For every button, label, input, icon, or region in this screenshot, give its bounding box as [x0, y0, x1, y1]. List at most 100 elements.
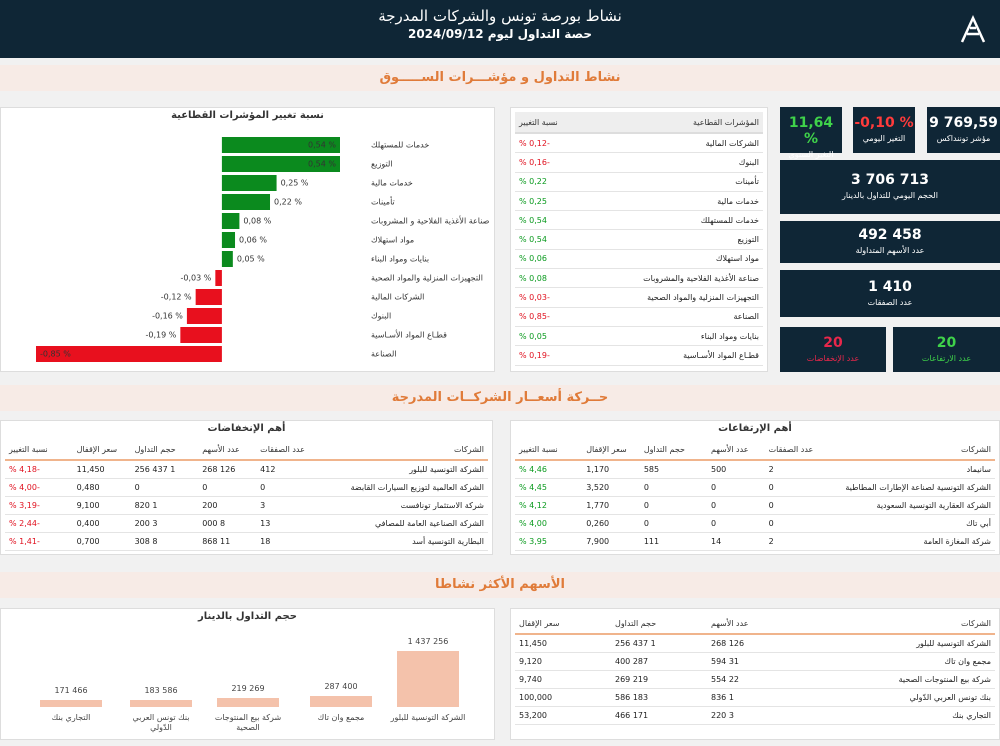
table-cell: 8 000 [198, 514, 257, 533]
category-label: بنايات ومواد البناء [371, 255, 429, 264]
table-row: الشركة العقارية التونسية السعودية 0 0 0 1,77… [515, 496, 995, 515]
category-label: الشركات المالية [371, 293, 424, 302]
table-cell: 18 [256, 532, 310, 551]
table-cell: 0,25 % [515, 191, 590, 212]
table-row: مجمع وان تاك 31 594 287 400 9,120 [515, 652, 995, 671]
table-cell: بنايات ومواد البناء [589, 326, 763, 347]
table-cell: 3,95 % [515, 532, 583, 551]
value-label: 0,54 % [308, 160, 336, 169]
category-label: التوزيع [371, 160, 393, 169]
category-label: التجهيزات المنزلية والمواد الصحية [371, 274, 483, 283]
table: الشركات عدد الصفقات عدد الأسهم حجم التداول س… [515, 439, 995, 551]
table-cell: 0,08 % [515, 268, 590, 289]
table-cell: البنوك [589, 152, 763, 173]
table-cell: 183 586 [611, 688, 707, 707]
value-label: 0,08 % [243, 217, 271, 226]
bar [130, 699, 192, 707]
kpi-label: عدد الأسهم المتداولة [855, 246, 925, 255]
table-cell: 111 [639, 532, 707, 551]
category-label: شركة بيع المنتوجات الصحية [214, 713, 282, 732]
header-row: الشركات عدد الصفقات عدد الأسهم حجم التداول س… [515, 439, 995, 461]
category-label: قطـاع المواد الأسـاسية [371, 330, 447, 340]
table-cell: 0 [764, 478, 818, 497]
rises-panel: أهم الإرتفاعات الشركات عدد الصفقات عدد الأس… [510, 420, 1000, 555]
bar [186, 308, 222, 324]
table-cell: 1 437 256 [130, 460, 199, 479]
table-row: شركة المغازة العامة 2 14 111 7,900 3,95 % [515, 532, 995, 551]
title: نشاط بورصة تونس والشركات المدرجة [378, 7, 622, 25]
table-cell: 200 [198, 496, 257, 515]
table-cell: سانيماد [817, 460, 995, 479]
kpi-tile: 9 769,59 مؤشر توننداكس [927, 107, 1000, 153]
table-cell: 53,200 [515, 706, 611, 725]
table-cell: 1,170 [582, 460, 640, 479]
chart-panel: نسبة تغيير المؤشرات القطاعية 0,54 % خدمات … [0, 107, 495, 372]
declines-panel: أهم الإنخفاضات الشركات عدد الصفقات عدد الأس… [0, 420, 493, 555]
table-cell: -0,19 % [515, 345, 590, 366]
bar [310, 695, 372, 707]
column-header: عدد الصفقات [256, 439, 310, 461]
table-row: سانيماد 2 500 585 1,170 4,46 % [515, 460, 995, 479]
bar [397, 651, 459, 707]
table-cell: 0 [256, 478, 310, 497]
table-row: التوزيع 0,54 % [515, 229, 763, 250]
header-row: الشركات عدد الصفقات عدد الأسهم حجم التداول س… [5, 439, 488, 461]
table-cell: قطـاع المواد الأسـاسية [589, 345, 763, 366]
table-cell: 0 [707, 514, 765, 533]
table-row: شركة الاستثمار تونافست 3 200 1 820 9,100 -3,1… [5, 496, 488, 515]
table-row: بنك تونس العربي الدّولي 1 836 183 586 100,0… [515, 688, 995, 707]
column-header: المؤشرات القطاعية [589, 112, 763, 134]
table-cell: 0,54 % [515, 210, 590, 231]
chart-title: نسبة تغيير المؤشرات القطاعية [171, 110, 324, 121]
kpi-label: التغير السنوي [788, 150, 834, 159]
table-cell: صناعة الأغذية الفلاحية والمشروبات [589, 268, 763, 289]
column-header: عدد الأسهم [198, 439, 257, 461]
chart-title: حجم التداول بالدينار [198, 611, 297, 622]
table-row: بنايات ومواد البناء 0,05 % [515, 326, 763, 347]
column-header: حجم التداول [639, 439, 707, 461]
kpi-value: 1 410 [868, 278, 912, 295]
table-cell: 4,46 % [515, 460, 583, 479]
column-header: سعر الإقفال [515, 613, 611, 635]
table-cell: -0,12 % [515, 133, 590, 154]
kpi-label: مؤشر توننداكس [936, 134, 991, 143]
table-cell: شركة المغازة العامة [817, 532, 995, 551]
table-cell: 3 220 [707, 706, 803, 725]
column-header: الشركات [803, 613, 995, 635]
subtitle: حصة التداول ليوم 2024/09/12 [407, 27, 592, 41]
kpi-value: 20 [936, 334, 957, 351]
section-title: الأسهم الأكثر نشاطا [0, 572, 1000, 598]
kpi-label: الحجم اليومي للتداول بالدينار [842, 191, 938, 200]
column-header: نسبة التغيير [515, 112, 590, 134]
table-cell: -4,00 % [5, 478, 73, 497]
table-cell: -0,16 % [515, 152, 590, 173]
value-label: 0,25 % [281, 179, 309, 188]
value-label: -0,03 % [180, 274, 211, 283]
sector-panel: المؤشرات القطاعية نسبة التغيير الشركات الم… [510, 107, 768, 372]
category-label: صناعة الأغذية الفلاحية و المشروبات [371, 216, 490, 226]
table-cell: التوزيع [589, 229, 763, 250]
table-cell: 3,520 [582, 478, 640, 497]
table-cell: -0,03 % [515, 287, 590, 308]
table-cell: 0 [764, 514, 818, 533]
column-header: نسبة التغيير [5, 439, 73, 461]
category-label: مواد استهلاك [371, 236, 414, 245]
bar [221, 137, 340, 153]
value-label: 287 400 [324, 681, 358, 691]
panel-title: أهم الإنخفاضات [207, 423, 286, 434]
bar [36, 346, 222, 362]
category-label: بنك تونس العربي الدّولي [132, 713, 190, 732]
table-cell: أبي تاك [817, 514, 995, 533]
section-title: حــركة أسعــار الشركــات المدرجة [0, 385, 1000, 411]
kpi-tile: 3 706 713 الحجم اليومي للتداول بالدينار [780, 160, 1000, 214]
value-label: 171 466 [54, 686, 88, 696]
table-cell: 500 [707, 460, 765, 479]
table-cell: التجاري بنك [803, 706, 995, 725]
column-header: حجم التداول [611, 613, 707, 635]
value-label: 0,05 % [237, 255, 265, 264]
logo [960, 14, 986, 43]
bar [221, 194, 271, 210]
table-row: صناعة الأغذية الفلاحية والمشروبات 0,08 % [515, 268, 763, 289]
value-label: 0,54 % [308, 141, 336, 150]
